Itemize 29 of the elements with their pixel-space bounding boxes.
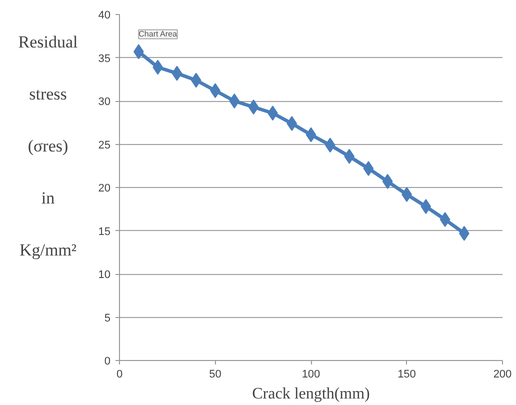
x-tick-label: 200 [493, 368, 512, 380]
text: Residual stress (σres) in Kg/mm² [18, 32, 78, 260]
y-tick-label: 30 [98, 96, 111, 108]
x-axis-title: Crack length(mm) [252, 386, 370, 402]
y-tick-label: 25 [98, 139, 111, 152]
y-tick-label: 20 [98, 182, 111, 194]
point [133, 44, 144, 60]
x-tick-label: 150 [398, 368, 416, 380]
x-tick-label: 0 [116, 368, 123, 380]
point [324, 138, 336, 153]
point [440, 212, 450, 228]
point [172, 66, 182, 81]
point [190, 72, 202, 88]
point [306, 127, 316, 142]
point [363, 160, 374, 176]
annotation: Chart Area [138, 30, 178, 39]
point [420, 199, 432, 214]
point [382, 174, 393, 189]
point [229, 94, 240, 108]
y-tick-label: 10 [98, 269, 111, 281]
y-tick-label: 15 [98, 226, 111, 238]
point [248, 100, 259, 115]
y-tick-label: 5 [104, 312, 111, 324]
y-tick-label: 35 [98, 52, 111, 65]
x-tick-label: 100 [302, 368, 320, 380]
y-tick-label: 0 [104, 356, 111, 368]
point [286, 116, 298, 131]
y-tick-label: 40 [98, 10, 111, 22]
x-tick-label: 50 [209, 368, 222, 380]
